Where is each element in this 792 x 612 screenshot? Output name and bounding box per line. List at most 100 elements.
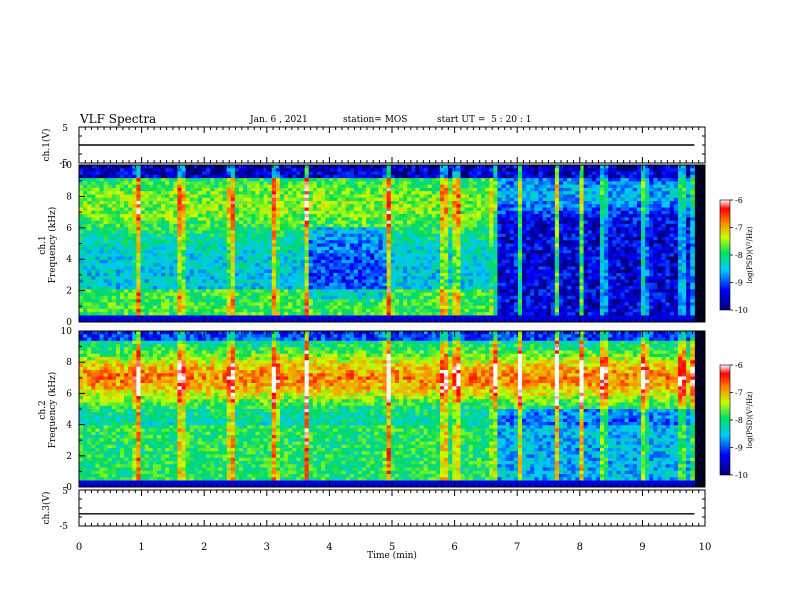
- spectrogram-cell: [349, 210, 355, 215]
- spectrogram-cell: [341, 233, 347, 238]
- spectrogram-cell: [214, 250, 219, 254]
- spectrogram-cell: [452, 289, 457, 294]
- spectrogram-cell: [431, 207, 437, 212]
- spectrogram-cell: [95, 269, 101, 274]
- spectrogram-cell: [448, 194, 453, 199]
- spectrogram-cell: [140, 269, 146, 274]
- spectrogram-cell: [197, 253, 203, 258]
- spectrogram-cell: [440, 315, 445, 320]
- spectrogram-cell: [161, 256, 166, 261]
- spectrogram-cell: [91, 295, 96, 300]
- spectrogram-cell: [292, 230, 297, 235]
- spectrogram-cell: [329, 197, 334, 202]
- spectrogram-cell: [132, 165, 137, 169]
- spectrogram-cell: [259, 292, 265, 297]
- spectrogram-cell: [485, 315, 490, 320]
- spectrogram-cell: [419, 223, 425, 228]
- spectrogram-cell: [308, 197, 314, 202]
- spectrogram-cell: [440, 253, 445, 258]
- spectrogram-cell: [362, 210, 367, 215]
- spectrogram-cell: [173, 263, 178, 267]
- spectrogram-cell: [485, 295, 490, 300]
- spectrogram-cell: [390, 197, 396, 202]
- spectrogram-cell: [398, 191, 404, 195]
- spectrogram-cell: [431, 165, 437, 169]
- spectrogram-cell: [476, 174, 482, 179]
- spectrogram-cell: [95, 276, 101, 280]
- spectrogram-cell: [275, 276, 281, 280]
- spectrogram-cell: [173, 217, 178, 222]
- spectrogram-cell: [390, 204, 396, 209]
- spectrogram-cell: [386, 220, 392, 225]
- spectrogram-cell: [456, 178, 462, 182]
- spectrogram-cell: [193, 295, 199, 300]
- spectrogram-cell: [501, 305, 507, 310]
- spectrogram-cell: [156, 246, 162, 251]
- spectrogram-cell: [107, 240, 113, 244]
- spectrogram-cell: [128, 289, 133, 294]
- spectrogram-cell: [91, 243, 96, 248]
- spectrogram-cell: [489, 289, 494, 294]
- spectrogram-cell: [415, 227, 420, 231]
- spectrogram-cell: [464, 240, 470, 244]
- spectrogram-cell: [440, 259, 445, 264]
- spectrogram-cell: [251, 184, 256, 189]
- spectrogram-cell: [427, 279, 433, 284]
- spectrogram-cell: [251, 282, 256, 287]
- spectrogram-cell: [382, 210, 388, 215]
- spectrogram-cell: [193, 269, 199, 274]
- spectrogram-cell: [148, 289, 154, 294]
- spectrogram-cell: [230, 305, 236, 310]
- spectrogram-cell: [218, 174, 224, 179]
- spectrogram-cell: [485, 171, 490, 176]
- spectrogram-cell: [218, 256, 224, 261]
- spectrogram-cell: [362, 168, 367, 173]
- spectrogram-cell: [234, 184, 240, 189]
- spectrogram-cell: [91, 276, 96, 280]
- spectrogram-cell: [206, 217, 211, 222]
- spectrogram-cell: [423, 279, 429, 284]
- spectrogram-cell: [366, 207, 371, 212]
- spectrogram-cell: [370, 230, 375, 235]
- spectrogram-cell: [259, 318, 265, 323]
- spectrogram-cell: [403, 250, 408, 254]
- spectrogram-cell: [115, 168, 121, 173]
- spectrogram-cell: [431, 200, 437, 205]
- spectrogram-cell: [111, 187, 117, 192]
- spectrogram-cell: [464, 230, 470, 235]
- spectrogram-cell: [456, 266, 462, 271]
- spectrogram-cell: [152, 214, 158, 218]
- spectrogram-cell: [255, 217, 260, 222]
- spectrogram-cell: [251, 236, 256, 241]
- spectrogram-cell: [403, 207, 408, 212]
- spectrogram-cell: [370, 253, 375, 258]
- spectrogram-cell: [366, 286, 371, 290]
- spectrogram-cell: [128, 308, 133, 313]
- spectrogram-cell: [140, 286, 146, 290]
- spectrogram-cell: [329, 223, 334, 228]
- spectrogram-cell: [440, 312, 445, 316]
- spectrogram-cell: [497, 299, 503, 303]
- spectrogram-cell: [341, 279, 347, 284]
- spectrogram-cell: [316, 295, 322, 300]
- spectrogram-cell: [271, 315, 277, 320]
- spectrogram-cell: [435, 246, 441, 251]
- spectrogram-cell: [169, 178, 174, 182]
- spectrogram-cell: [91, 250, 96, 254]
- spectrogram-cell: [165, 191, 170, 195]
- spectrogram-cell: [234, 220, 240, 225]
- spectrogram-cell: [460, 227, 466, 231]
- spectrogram-cell: [337, 217, 343, 222]
- spectrogram-cell: [308, 292, 314, 297]
- spectrogram-cell: [427, 168, 433, 173]
- spectrogram-cell: [120, 191, 125, 195]
- spectrogram-cell: [333, 299, 338, 303]
- spectrogram-cell: [124, 272, 129, 277]
- spectrogram-cell: [411, 240, 416, 244]
- spectrogram-cell: [226, 295, 232, 300]
- spectrogram-cell: [374, 178, 379, 182]
- spectrogram-cell: [312, 230, 318, 235]
- spectrogram-cell: [386, 227, 392, 231]
- spectrogram-cell: [374, 194, 379, 199]
- spectrogram-cell: [79, 214, 84, 218]
